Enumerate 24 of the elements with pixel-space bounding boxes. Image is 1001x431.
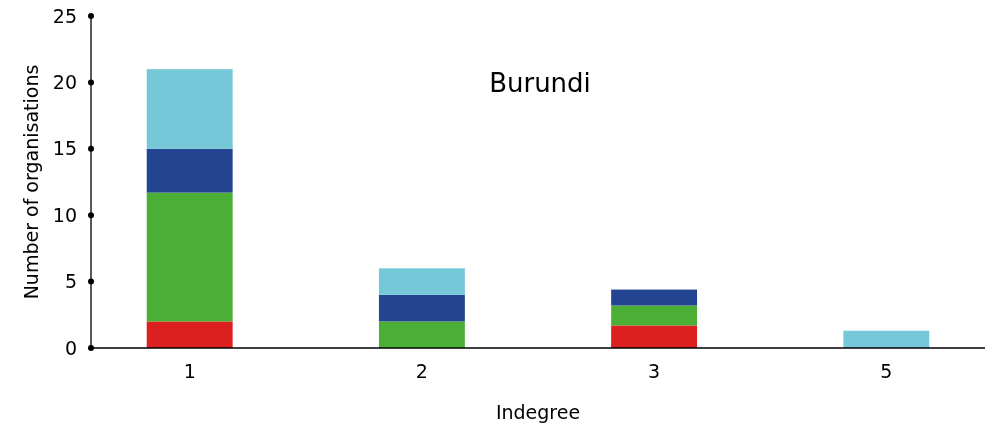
bar: [146, 69, 233, 149]
bar: [146, 148, 233, 193]
y-tick-label: 10: [52, 203, 77, 226]
bar: [146, 192, 233, 322]
bar: [378, 294, 465, 322]
bar: [611, 289, 698, 306]
text: Burundi: [489, 68, 591, 98]
x-tick-label: 5: [880, 360, 893, 382]
x-tick-label: 2: [415, 360, 428, 382]
y-tick-label: 0: [64, 336, 77, 359]
x-tick-label: 1: [183, 360, 196, 382]
x-axis-title: Indegree: [495, 401, 581, 423]
y-tick-label: 25: [52, 4, 77, 27]
y-tick-label: 20: [52, 71, 77, 94]
bar: [378, 321, 465, 348]
x-tick-label: 3: [648, 360, 661, 382]
y-tick-label: 5: [64, 270, 77, 293]
bar: [843, 330, 930, 348]
y-axis-title: Number of organisations: [20, 64, 42, 300]
y-tick-label: 15: [52, 137, 77, 160]
bar: [611, 305, 698, 326]
bar: [611, 325, 698, 348]
bar: [146, 321, 233, 348]
bar: [378, 268, 465, 295]
